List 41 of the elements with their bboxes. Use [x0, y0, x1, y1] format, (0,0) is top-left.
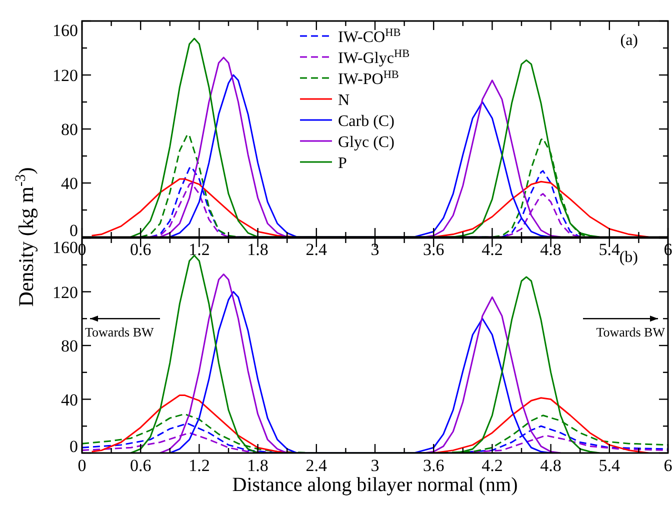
x-tick-label: 4.2	[482, 456, 503, 475]
y-tick-label: 80	[61, 120, 78, 139]
y-tick-label: 80	[61, 336, 78, 356]
legend-label: Carb (C)	[338, 113, 394, 130]
x-tick-label: 5.4	[598, 240, 621, 259]
x-tick-label: 3.6	[422, 456, 444, 475]
x-tick-label: 3	[370, 456, 380, 475]
x-tick-label: 1.8	[247, 240, 268, 259]
y-tick-label: 0	[70, 437, 78, 456]
x-tick-label: 0.6	[130, 240, 152, 259]
legend-label: Glyc (C)	[338, 134, 394, 151]
x-tick-label: 6	[664, 456, 672, 475]
y-tick-label: 0	[70, 221, 78, 240]
legend-label: IW-CO$^{HB}$	[338, 27, 401, 46]
x-tick-label: 1.2	[188, 456, 210, 475]
y-tick-label: 120	[52, 66, 78, 85]
y-tick-label: 160	[52, 21, 78, 40]
y-tick-label: 40	[61, 174, 78, 193]
y-tick-label: 40	[61, 390, 78, 410]
x-tick-label: 1.2	[188, 240, 210, 259]
y-tick-label: 160	[52, 238, 78, 257]
y-tick-label: 120	[52, 282, 78, 302]
x-tick-label: 1.8	[247, 456, 268, 475]
legend-label: P	[338, 155, 347, 172]
annotation: Towards BW	[85, 324, 154, 340]
annotation: (a)	[620, 32, 638, 49]
legend-label: N	[338, 92, 350, 109]
x-tick-label: 2.4	[306, 240, 328, 259]
x-tick-label: 4.8	[540, 240, 562, 259]
x-tick-label: 3.6	[422, 240, 444, 259]
annotation: (b)	[619, 249, 638, 266]
x-tick-label: 4.8	[540, 456, 562, 475]
x-tick-label: 2.4	[306, 456, 328, 475]
x-tick-label: 3	[370, 240, 380, 259]
x-tick-label: 5.4	[598, 456, 621, 475]
x-tick-label: 4.2	[482, 240, 503, 259]
x-tick-label: 0.6	[130, 456, 152, 475]
legend-label: IW-PO$^{HB}$	[338, 69, 399, 88]
legend-label: IW-Glyc$^{HB}$	[338, 48, 410, 67]
x-axis-title: Distance along bilayer normal (nm)	[232, 474, 518, 496]
annotation: Towards BW	[596, 324, 666, 340]
